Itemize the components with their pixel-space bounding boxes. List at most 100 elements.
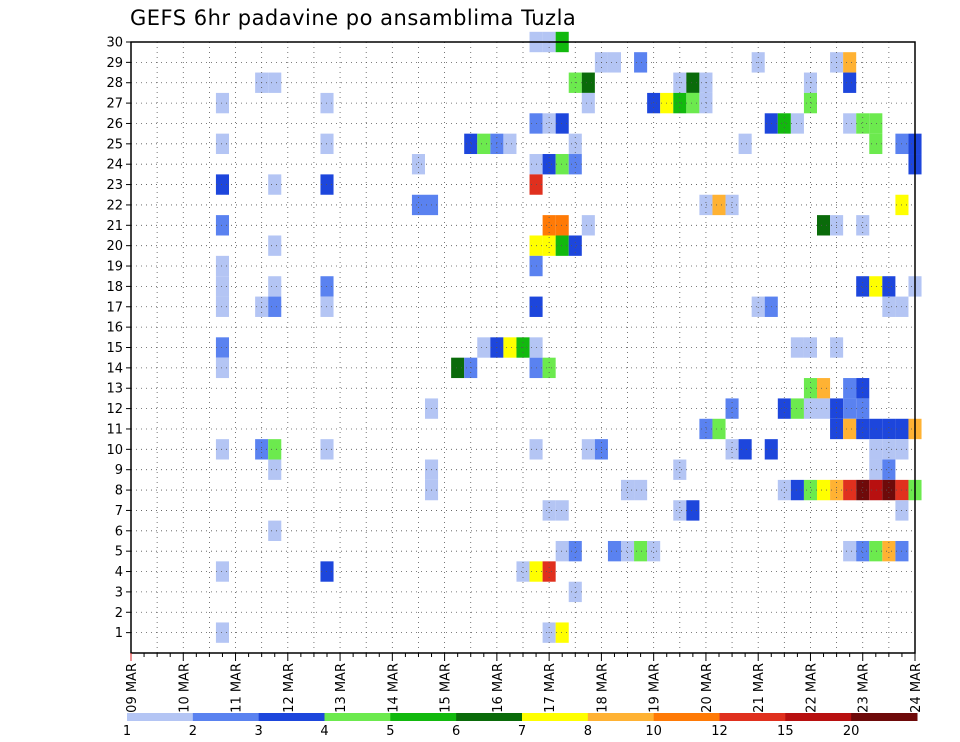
y-tick-label: 26: [106, 117, 123, 132]
precip-cell: [215, 561, 229, 582]
precip-cell: [712, 418, 726, 440]
precip-cell: [477, 133, 491, 155]
precip-cell: [869, 439, 883, 460]
colorbar-label: 6: [452, 724, 460, 739]
precip-cell: [856, 113, 870, 134]
y-tick-label: 10: [106, 443, 123, 458]
precip-cell: [790, 398, 804, 419]
precip-cell: [268, 174, 282, 195]
precip-cell: [555, 215, 569, 236]
colorbar-label: 5: [386, 724, 394, 739]
precip-cell: [790, 479, 804, 501]
precip-cell: [686, 72, 700, 93]
precip-cell: [320, 439, 334, 460]
y-tick-label: 18: [106, 280, 123, 295]
precip-cell: [725, 439, 739, 460]
precip-cell: [699, 418, 713, 440]
precip-cell: [843, 418, 857, 440]
precip-cell: [268, 520, 282, 541]
precip-cell: [215, 622, 229, 643]
y-tick-label: 3: [115, 585, 123, 600]
precip-cell: [568, 235, 582, 256]
precip-cell: [869, 459, 883, 480]
precip-cell: [843, 52, 857, 73]
x-tick-label: 16 MAR: [491, 663, 506, 713]
precip-cell: [568, 581, 582, 603]
y-tick-label: 22: [106, 198, 123, 213]
colorbar: 1 2 3 4 5 6 7 8 10 12 15 20: [123, 713, 918, 739]
precip-cell: [542, 154, 556, 175]
precip-cell: [503, 133, 517, 155]
precip-cell: [634, 479, 648, 501]
precip-cell: [215, 276, 229, 297]
x-tick-label: 23 MAR: [857, 663, 872, 713]
colorbar-swatch: [653, 713, 720, 721]
x-tick-label: 12 MAR: [282, 663, 297, 713]
precip-cell: [215, 337, 229, 358]
x-tick-label: 18 MAR: [595, 663, 610, 713]
x-axis: 09 MAR 10 MAR 11 MAR 12 MAR 13 MAR 14 MAR 15 M…: [125, 653, 924, 713]
y-tick-label: 21: [106, 219, 123, 234]
precip-cell: [817, 398, 831, 419]
colorbar-label: 2: [189, 724, 197, 739]
precip-cell: [215, 215, 229, 236]
precip-cell: [869, 113, 883, 134]
precip-cell: [555, 500, 569, 521]
y-tick-label: 16: [106, 321, 123, 336]
precip-cell: [882, 296, 896, 317]
precip-cell: [817, 215, 831, 236]
precip-cell: [215, 439, 229, 460]
colorbar-label: 10: [645, 724, 662, 739]
colorbar-label: 4: [320, 724, 328, 739]
precip-cell: [320, 92, 334, 114]
precip-cell: [464, 133, 478, 155]
precip-cell: [738, 439, 752, 460]
colorbar-swatch: [390, 713, 457, 721]
precip-cell: [215, 174, 229, 195]
precip-cell: [215, 92, 229, 114]
precip-cell: [320, 561, 334, 582]
colorbar-swatch: [522, 713, 589, 721]
y-tick-label: 15: [106, 341, 123, 356]
precip-cell: [673, 92, 687, 114]
precip-cell: [542, 113, 556, 134]
y-tick-label: 23: [106, 178, 123, 193]
y-tick-label: 7: [115, 504, 123, 519]
precip-cell: [882, 459, 896, 480]
precip-cell: [869, 133, 883, 155]
colorbar-swatch: [127, 713, 194, 721]
precip-cell: [621, 479, 635, 501]
colorbar-label: 1: [123, 724, 131, 739]
precip-cell: [555, 113, 569, 134]
cells-layer: [215, 31, 922, 643]
precip-cell: [268, 235, 282, 256]
x-tick-label: 14 MAR: [386, 663, 401, 713]
precip-cell: [555, 235, 569, 256]
y-tick-label: 2: [115, 606, 123, 621]
precip-cell: [856, 276, 870, 297]
x-tick-label: 17 MAR: [543, 663, 558, 713]
precip-cell: [581, 439, 595, 460]
colorbar-swatch: [456, 713, 523, 721]
precip-cell: [581, 72, 595, 93]
precip-cell: [686, 500, 700, 521]
y-tick-label: 28: [106, 76, 123, 91]
precip-cell: [268, 459, 282, 480]
precip-cell: [725, 398, 739, 419]
precip-cell: [843, 540, 857, 562]
precip-cell: [803, 479, 817, 501]
precip-cell: [856, 479, 870, 501]
precip-cell: [673, 500, 687, 521]
chart-title: GEFS 6hr padavine po ansamblima Tuzla: [130, 6, 577, 30]
precip-cell: [411, 154, 425, 175]
colorbar-label: 12: [711, 724, 728, 739]
precip-cell: [790, 337, 804, 358]
colorbar-swatch: [719, 713, 786, 721]
precip-cell: [882, 540, 896, 562]
precip-cell: [647, 540, 661, 562]
precip-cell: [817, 378, 831, 399]
precip-cell: [856, 378, 870, 399]
colorbar-label: 15: [777, 724, 794, 739]
precip-cell: [882, 439, 896, 460]
